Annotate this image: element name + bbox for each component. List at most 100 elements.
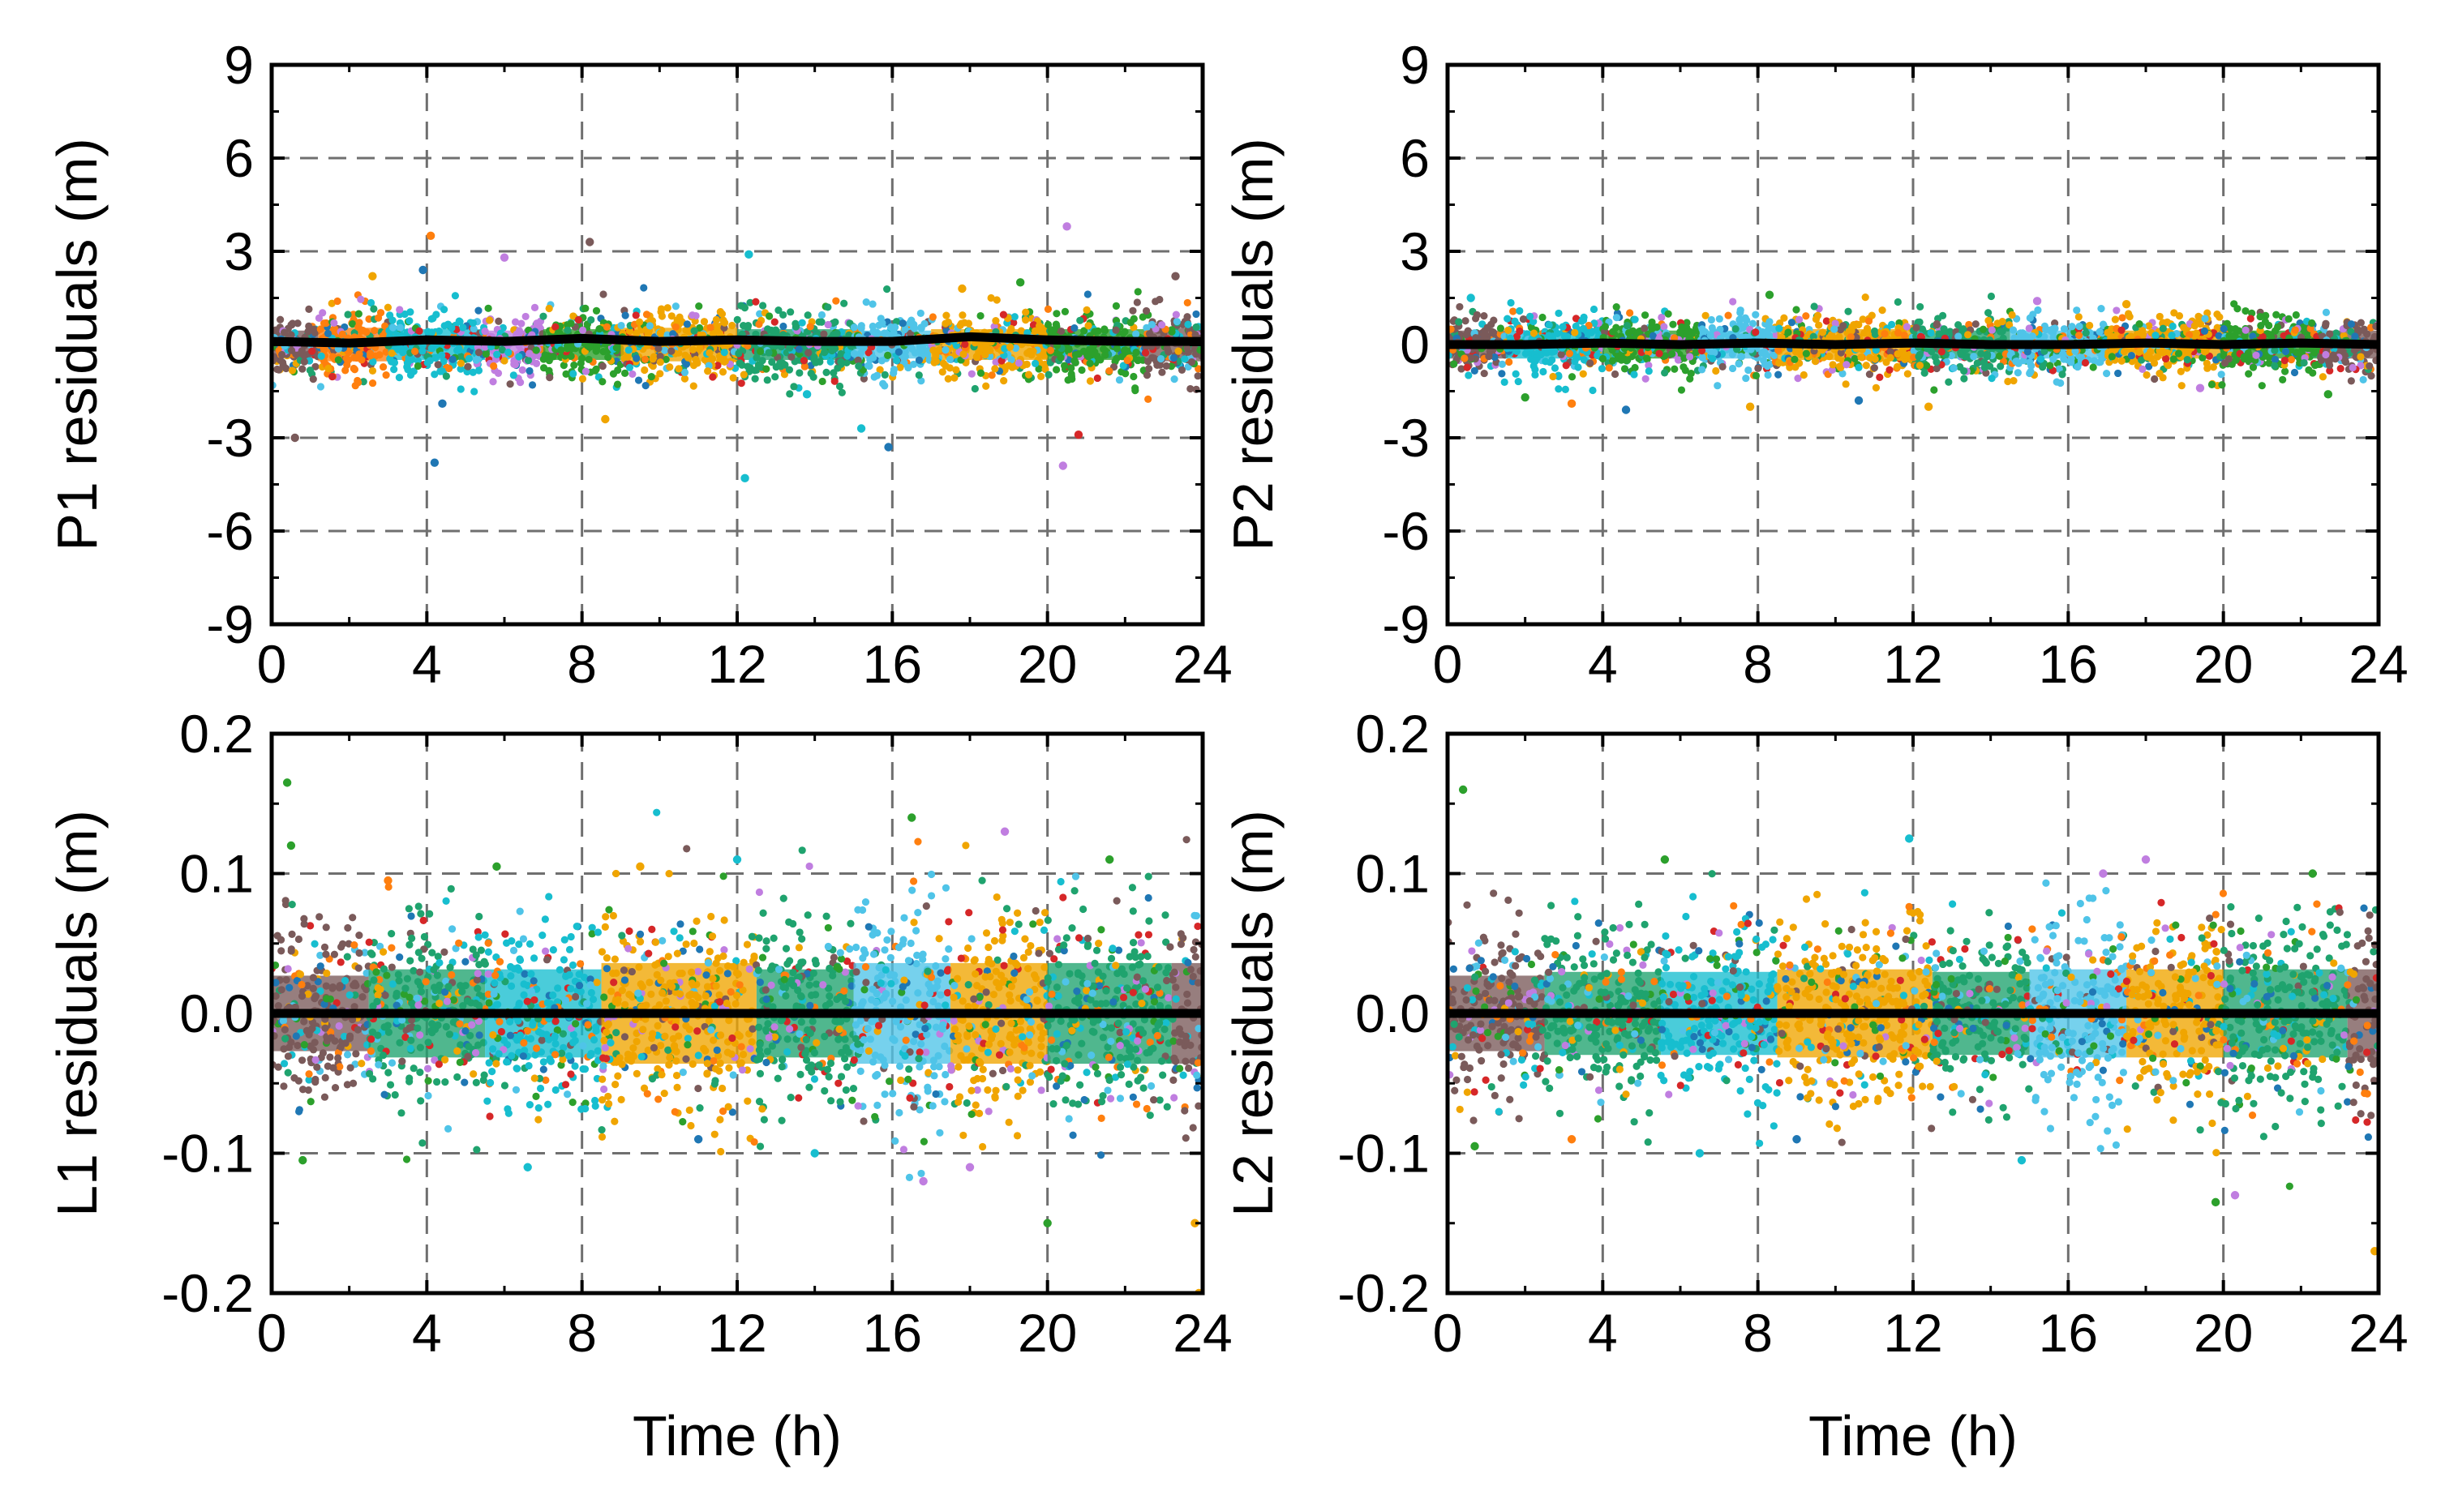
point-p1-7-81	[860, 375, 868, 383]
point-p1-3-16	[499, 323, 507, 332]
point-p2-1-230	[1545, 332, 1553, 340]
point-p2-3-186	[1761, 348, 1769, 356]
ylabel-p2: P2 residuals (m)	[1221, 138, 1285, 551]
point-p1-5-207	[695, 302, 703, 311]
point-p1-9-106	[1093, 374, 1101, 383]
point-l1-0-98	[351, 991, 359, 1000]
point-p1-0-111	[298, 347, 306, 355]
point-p1-5-254	[647, 373, 655, 381]
point-p1-6-201	[843, 358, 851, 366]
point-p1-1-115	[315, 314, 324, 322]
point-p1-10-104	[1183, 313, 1191, 321]
point-p1-6-184	[806, 323, 814, 331]
xtick-label-p1-2: 8	[567, 634, 597, 694]
point-p2-8-224	[2271, 346, 2279, 354]
point-p1-6-209	[781, 361, 789, 369]
point-p2-0-27	[1461, 317, 1469, 325]
point-p1-3-130	[521, 312, 530, 321]
point-p1-5-214	[656, 353, 664, 361]
point-p2-9-129	[2329, 351, 2337, 359]
point-p1-2-188	[464, 362, 472, 371]
outlier-p1-12	[1074, 430, 1083, 439]
ytick-label-p1-4: -3	[206, 408, 254, 468]
point-p1-10-118	[1172, 311, 1180, 319]
point-p1-5-198	[700, 318, 709, 326]
point-p1-8-205	[1029, 321, 1038, 329]
point-p1-0-26	[298, 365, 307, 373]
point-p2-4-262	[1836, 325, 1845, 334]
point-p2-9-113	[2336, 365, 2344, 373]
point-p1-5-221	[641, 382, 650, 390]
point-p2-0-41	[1470, 366, 1478, 375]
point-p1-9-173	[1080, 327, 1088, 335]
point-l1-0-108	[294, 935, 303, 944]
point-p2-9-130	[2366, 362, 2374, 371]
point-p2-5-199	[1954, 321, 1963, 329]
outlier-p1-8	[884, 443, 893, 452]
ytick-label-p2-3: 0	[1400, 315, 1430, 375]
point-p1-1-170	[317, 352, 325, 360]
point-p1-8-9	[982, 382, 990, 390]
point-p1-2-167	[465, 354, 474, 362]
point-p2-4-134	[1863, 324, 1872, 332]
point-p1-9-179	[1086, 359, 1094, 367]
point-p2-0-8	[1457, 365, 1465, 373]
point-p2-7-68	[2203, 359, 2211, 367]
point-p1-6-181	[740, 322, 748, 330]
point-p1-9-161	[1121, 328, 1129, 336]
point-p1-1-155	[384, 303, 393, 311]
point-l1-0-127	[315, 913, 324, 921]
point-p2-6-151	[2026, 358, 2034, 366]
point-p1-5-273	[644, 329, 652, 337]
point-p1-6-206	[800, 357, 809, 365]
point-p2-3-179	[1731, 325, 1740, 333]
point-p2-5-213	[1957, 350, 1965, 358]
point-p2-7-222	[2169, 355, 2177, 363]
point-p2-8-227	[2291, 326, 2299, 334]
point-p2-4-323	[1882, 358, 1890, 366]
outlier-p2-0	[1621, 405, 1631, 414]
point-p2-2-144	[1631, 315, 1639, 323]
point-p1-10-108	[1173, 318, 1181, 326]
point-p1-3-96	[530, 303, 539, 311]
point-p1-7-186	[884, 351, 892, 359]
point-p1-2-211	[448, 355, 457, 363]
point-p2-3-187	[1706, 331, 1714, 340]
outlier-p1-11	[1058, 461, 1068, 470]
point-p1-4-110	[587, 315, 595, 324]
point-p1-5-16	[680, 375, 689, 383]
point-p2-9-125	[2326, 330, 2334, 338]
point-p1-10-102	[1168, 328, 1176, 336]
point-p1-4-127	[592, 365, 600, 373]
point-p1-2-199	[404, 358, 412, 366]
point-p2-7-153	[2143, 371, 2151, 379]
point-p1-10-136	[1187, 358, 1196, 366]
point-p1-9-159	[1083, 290, 1092, 298]
point-p2-0-3	[1500, 378, 1508, 387]
point-p1-9-9	[1053, 310, 1061, 318]
outlier-p1-1	[430, 458, 440, 467]
xtick-label-p2-6: 24	[2349, 634, 2408, 694]
point-p1-8-217	[1022, 316, 1030, 324]
point-p1-10-74	[1158, 368, 1166, 376]
point-p1-4-89	[570, 361, 578, 370]
point-p1-5-147	[657, 305, 666, 313]
point-p1-0-104	[288, 366, 297, 375]
point-p1-5-258	[706, 349, 714, 357]
point-p2-6-237	[2068, 323, 2076, 331]
point-p2-4-301	[1784, 328, 1792, 336]
point-p1-2-0	[470, 388, 478, 396]
point-p1-4-66	[539, 312, 547, 320]
point-p1-8-139	[1035, 365, 1043, 373]
point-p2-4-87	[1862, 362, 1870, 370]
point-p2-1-106	[1568, 373, 1577, 381]
point-p1-5-189	[671, 323, 680, 331]
point-p1-8-227	[946, 355, 955, 363]
point-p1-2-154	[396, 323, 405, 332]
point-p1-9-211	[1084, 322, 1092, 330]
point-p2-8-209	[2244, 349, 2252, 358]
point-p2-9-133	[2351, 332, 2359, 341]
point-p2-2-224	[1678, 323, 1686, 332]
point-p1-2-142	[438, 351, 446, 359]
point-p1-8-114	[993, 296, 1001, 304]
